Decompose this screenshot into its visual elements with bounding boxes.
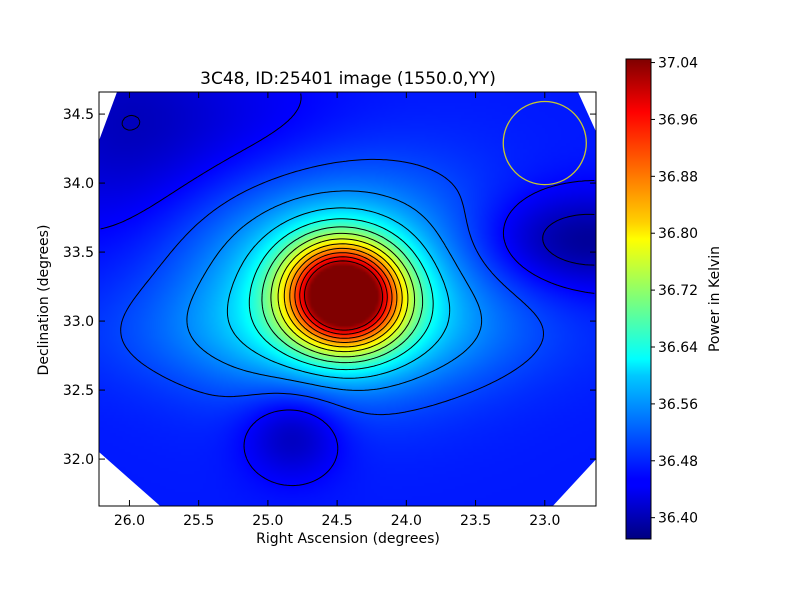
contour-line — [248, 218, 434, 371]
x-axis-ticks: 26.0 25.5 25.0 24.5 24.0 23.5 23.0 — [114, 92, 560, 529]
colorbar-tick-label: 36.48 — [658, 454, 698, 470]
plot-frame — [98, 91, 597, 507]
colorbar-label: Power in Kelvin — [707, 246, 723, 352]
marker-circle — [502, 100, 587, 186]
y-tick-label: 32.5 — [63, 383, 94, 399]
colorbar-frame — [625, 58, 652, 540]
y-axis-label: Declination (degrees) — [36, 225, 52, 376]
colorbar-tick-label: 36.96 — [658, 112, 698, 128]
y-tick-label: 33.0 — [63, 314, 94, 330]
contour-line — [277, 238, 409, 353]
contour-line — [121, 114, 595, 266]
colorbar-tick-label: 36.72 — [658, 283, 698, 299]
colorbar-gradient — [626, 59, 651, 539]
contour-line — [270, 232, 416, 358]
x-tick-label: 24.0 — [391, 513, 422, 529]
colorbar-tick-label: 36.64 — [658, 340, 698, 356]
contour-line — [299, 256, 388, 335]
contour-line — [304, 260, 384, 331]
chart-title: 3C48, ID:25401 image (1550.0,YY) — [200, 69, 496, 89]
colorbar-tick-label: 37.04 — [658, 56, 698, 72]
contour-line — [261, 226, 424, 364]
x-axis-label: Right Ascension (degrees) — [256, 531, 440, 547]
colorbar-tick-label: 36.80 — [658, 226, 698, 242]
plot-area: 26.0 25.5 25.0 24.5 24.0 23.5 23.0 32.0 32.5 33.… — [63, 91, 597, 529]
contour-line — [186, 190, 483, 391]
colorbar-ticks: 36.40 36.48 36.56 36.64 36.72 36.80 36.88 36.96… — [651, 56, 698, 527]
y-tick-label: 32.0 — [63, 452, 94, 468]
colorbar-tick-label: 36.40 — [658, 511, 698, 527]
contour-line — [100, 93, 595, 487]
contour-line — [120, 158, 544, 416]
y-tick-label: 34.5 — [63, 107, 94, 123]
x-tick-label: 24.5 — [322, 513, 353, 529]
contour-line — [226, 207, 451, 379]
x-tick-label: 23.5 — [460, 513, 491, 529]
contour-line — [289, 247, 398, 343]
colorbar: 36.40 36.48 36.56 36.64 36.72 36.80 36.88 36.96… — [625, 56, 723, 540]
x-tick-label: 25.5 — [183, 513, 214, 529]
x-tick-label: 23.0 — [529, 513, 560, 529]
y-tick-label: 33.5 — [63, 245, 94, 261]
contour-line — [283, 243, 403, 348]
marker-layer — [502, 100, 587, 186]
heatmap-image — [99, 92, 596, 506]
y-tick-label: 34.0 — [63, 176, 94, 192]
x-tick-label: 26.0 — [114, 513, 145, 529]
contour-lines — [100, 93, 595, 487]
contour-line — [294, 252, 393, 339]
colorbar-tick-label: 36.56 — [658, 397, 698, 413]
colorbar-tick-label: 36.88 — [658, 169, 698, 185]
x-tick-label: 25.0 — [252, 513, 283, 529]
y-axis-ticks: 32.0 32.5 33.0 33.5 34.0 34.5 — [63, 107, 596, 468]
